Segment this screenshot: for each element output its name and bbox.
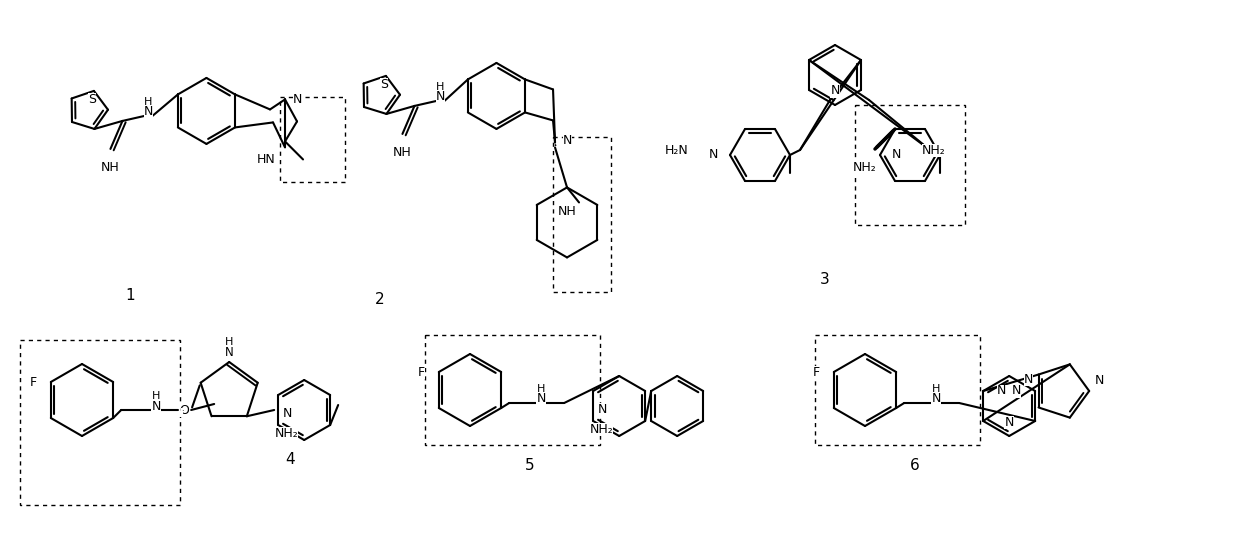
Text: N: N bbox=[892, 148, 901, 162]
Text: NH₂: NH₂ bbox=[274, 427, 298, 440]
Text: O: O bbox=[180, 404, 190, 417]
Text: 4: 4 bbox=[285, 452, 295, 467]
Text: 3: 3 bbox=[820, 273, 830, 287]
Text: ·: · bbox=[181, 407, 184, 417]
Text: NH₂: NH₂ bbox=[589, 423, 613, 436]
Text: N: N bbox=[283, 407, 293, 420]
Bar bbox=[20, 340, 180, 505]
Text: H: H bbox=[537, 384, 546, 394]
Text: N: N bbox=[598, 403, 608, 416]
Text: H: H bbox=[436, 82, 445, 92]
Text: NH: NH bbox=[558, 206, 577, 219]
Text: F: F bbox=[30, 375, 37, 388]
Text: NH: NH bbox=[393, 146, 412, 159]
Text: NH₂: NH₂ bbox=[853, 161, 877, 174]
Text: N: N bbox=[151, 399, 161, 412]
Text: N: N bbox=[1012, 385, 1022, 398]
Text: N: N bbox=[144, 105, 153, 118]
Text: N: N bbox=[537, 393, 546, 406]
Text: N: N bbox=[831, 84, 839, 97]
Text: N: N bbox=[931, 393, 941, 406]
Text: NH: NH bbox=[102, 161, 120, 174]
Text: N: N bbox=[708, 148, 718, 162]
Text: N: N bbox=[293, 93, 303, 106]
Text: N: N bbox=[1004, 415, 1014, 428]
Text: N: N bbox=[224, 346, 233, 359]
Bar bbox=[280, 97, 345, 182]
Text: S: S bbox=[379, 78, 388, 91]
Text: 1: 1 bbox=[125, 287, 135, 302]
Bar bbox=[856, 105, 965, 225]
Bar bbox=[553, 137, 611, 293]
Text: F: F bbox=[812, 366, 820, 379]
Text: 2: 2 bbox=[376, 293, 384, 307]
Text: H₂N: H₂N bbox=[665, 143, 688, 156]
Text: N: N bbox=[563, 134, 573, 147]
Text: N: N bbox=[1024, 373, 1033, 386]
Text: 5: 5 bbox=[526, 458, 534, 472]
Text: N: N bbox=[435, 90, 445, 103]
Text: 6: 6 bbox=[910, 458, 920, 472]
Text: S: S bbox=[88, 93, 95, 106]
Text: N: N bbox=[997, 385, 1007, 398]
Text: HN: HN bbox=[257, 154, 275, 167]
Bar bbox=[815, 335, 980, 445]
Text: H: H bbox=[932, 384, 940, 394]
Bar bbox=[425, 335, 600, 445]
Text: H: H bbox=[144, 97, 153, 107]
Text: N: N bbox=[1095, 374, 1104, 387]
Text: H: H bbox=[153, 391, 160, 401]
Text: NH₂: NH₂ bbox=[923, 143, 946, 156]
Text: H: H bbox=[224, 337, 233, 347]
Text: F: F bbox=[418, 366, 425, 379]
